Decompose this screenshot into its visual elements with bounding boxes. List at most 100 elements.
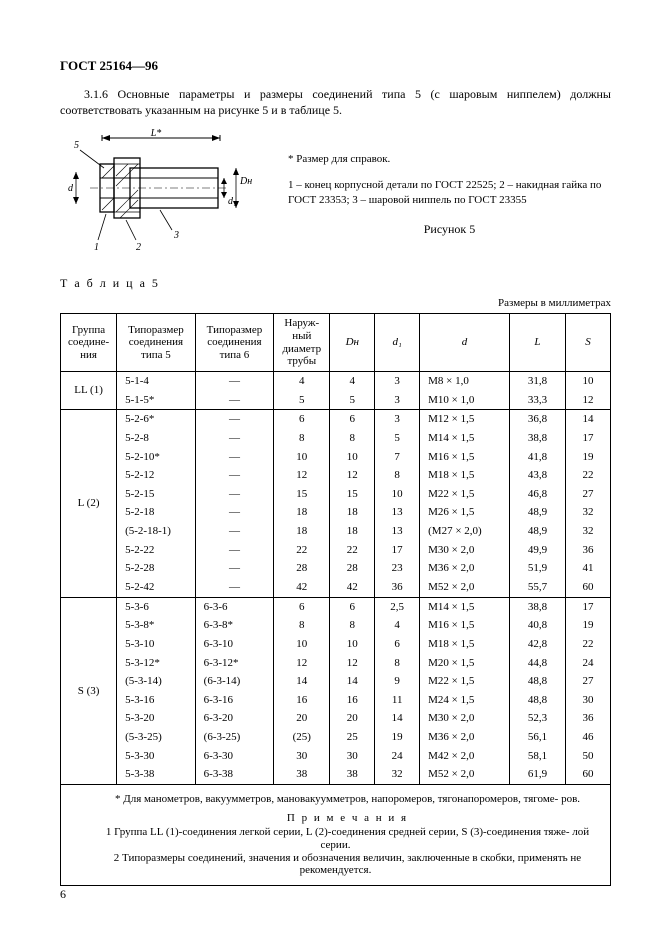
cell: 12 <box>566 391 611 410</box>
cell: 48,8 <box>509 672 565 691</box>
cell: 13 <box>375 503 420 522</box>
page-number: 6 <box>60 887 66 902</box>
cell-type5: (5-2-18-1) <box>117 522 196 541</box>
cell: 19 <box>566 616 611 635</box>
leader-3: 3 <box>173 230 179 241</box>
cell: 30 <box>274 747 330 766</box>
cell: 48,8 <box>509 691 565 710</box>
table-units: Размеры в миллиметрах <box>60 297 611 309</box>
cell-type5: 5-3-8* <box>117 616 196 635</box>
cell: 42 <box>274 578 330 597</box>
cell-type6: 6-3-20 <box>195 709 274 728</box>
cell: M12 × 1,5 <box>420 410 510 429</box>
cell: M30 × 2,0 <box>420 541 510 560</box>
cell: M8 × 1,0 <box>420 371 510 390</box>
cell: 19 <box>375 728 420 747</box>
cell: 7 <box>375 448 420 467</box>
cell-type5: 5-2-12 <box>117 466 196 485</box>
cell: M36 × 2,0 <box>420 728 510 747</box>
cell-type5: 5-3-20 <box>117 709 196 728</box>
dim-Dn: Dн <box>239 176 252 187</box>
cell: 8 <box>274 616 330 635</box>
cell: 5 <box>330 391 375 410</box>
cell: 40,8 <box>509 616 565 635</box>
cell: M26 × 1,5 <box>420 503 510 522</box>
cell: M14 × 1,5 <box>420 429 510 448</box>
cell: 38,8 <box>509 597 565 616</box>
cell: 4 <box>274 371 330 390</box>
cell: 41 <box>566 559 611 578</box>
cell-type6: — <box>195 466 274 485</box>
th-d: d <box>420 314 510 372</box>
cell-type5: 5-3-30 <box>117 747 196 766</box>
doc-header: ГОСТ 25164—96 <box>60 58 611 74</box>
cell: 41,8 <box>509 448 565 467</box>
cell: 14 <box>274 672 330 691</box>
cell: (25) <box>274 728 330 747</box>
cell-type6: — <box>195 485 274 504</box>
cell-type5: (5-3-14) <box>117 672 196 691</box>
cell: 22 <box>330 541 375 560</box>
cell: 36 <box>375 578 420 597</box>
cell: 42 <box>330 578 375 597</box>
cell-type5: 5-2-10* <box>117 448 196 467</box>
cell-type6: (6-3-25) <box>195 728 274 747</box>
cell: M42 × 2,0 <box>420 747 510 766</box>
cell: 14 <box>375 709 420 728</box>
cell: 24 <box>566 654 611 673</box>
cell: 4 <box>330 371 375 390</box>
cell-type6: 6-3-30 <box>195 747 274 766</box>
cell: 15 <box>274 485 330 504</box>
cell: 8 <box>330 429 375 448</box>
cell: 6 <box>375 635 420 654</box>
cell: M16 × 1,5 <box>420 448 510 467</box>
cell: 15 <box>330 485 375 504</box>
cell: M24 × 1,5 <box>420 691 510 710</box>
th-L: L <box>509 314 565 372</box>
cell: 50 <box>566 747 611 766</box>
cell: 3 <box>375 371 420 390</box>
cell: 10 <box>274 448 330 467</box>
cell: 14 <box>566 410 611 429</box>
cell-type5: 5-3-6 <box>117 597 196 616</box>
cell: 12 <box>330 654 375 673</box>
cell: 8 <box>375 466 420 485</box>
leader-2: 2 <box>136 242 141 253</box>
th-Dn: Dн <box>330 314 375 372</box>
cell-type5: 5-2-22 <box>117 541 196 560</box>
cell: 36 <box>566 709 611 728</box>
cell: 2,5 <box>375 597 420 616</box>
cell-type5: 5-2-6* <box>117 410 196 429</box>
cell: 32 <box>375 765 420 784</box>
cell: 32 <box>566 503 611 522</box>
cell: 5 <box>274 391 330 410</box>
cell: 27 <box>566 485 611 504</box>
cell: 18 <box>274 522 330 541</box>
cell-type6: — <box>195 391 274 410</box>
cell: 8 <box>330 616 375 635</box>
cell: 11 <box>375 691 420 710</box>
group-cell: S (3) <box>61 597 117 784</box>
cell-type5: 5-3-38 <box>117 765 196 784</box>
cell-type6: — <box>195 522 274 541</box>
th-type5: Типоразмер соединения типа 5 <box>117 314 196 372</box>
cell: 51,9 <box>509 559 565 578</box>
cell: M20 × 1,5 <box>420 654 510 673</box>
cell-type5: 5-2-42 <box>117 578 196 597</box>
cell-type6: — <box>195 429 274 448</box>
cell-type5: 5-1-4 <box>117 371 196 390</box>
cell-type6: 6-3-6 <box>195 597 274 616</box>
cell: 60 <box>566 578 611 597</box>
figure-caption: Рисунок 5 <box>288 221 611 238</box>
cell: 36,8 <box>509 410 565 429</box>
cell: M18 × 1,5 <box>420 466 510 485</box>
cell: 28 <box>330 559 375 578</box>
cell: 9 <box>375 672 420 691</box>
th-S: S <box>566 314 611 372</box>
cell: M30 × 2,0 <box>420 709 510 728</box>
cell: 6 <box>330 410 375 429</box>
cell: 27 <box>566 672 611 691</box>
leader-5: 5 <box>74 140 79 151</box>
th-d1: d₁ <box>375 314 420 372</box>
cell: 12 <box>274 466 330 485</box>
